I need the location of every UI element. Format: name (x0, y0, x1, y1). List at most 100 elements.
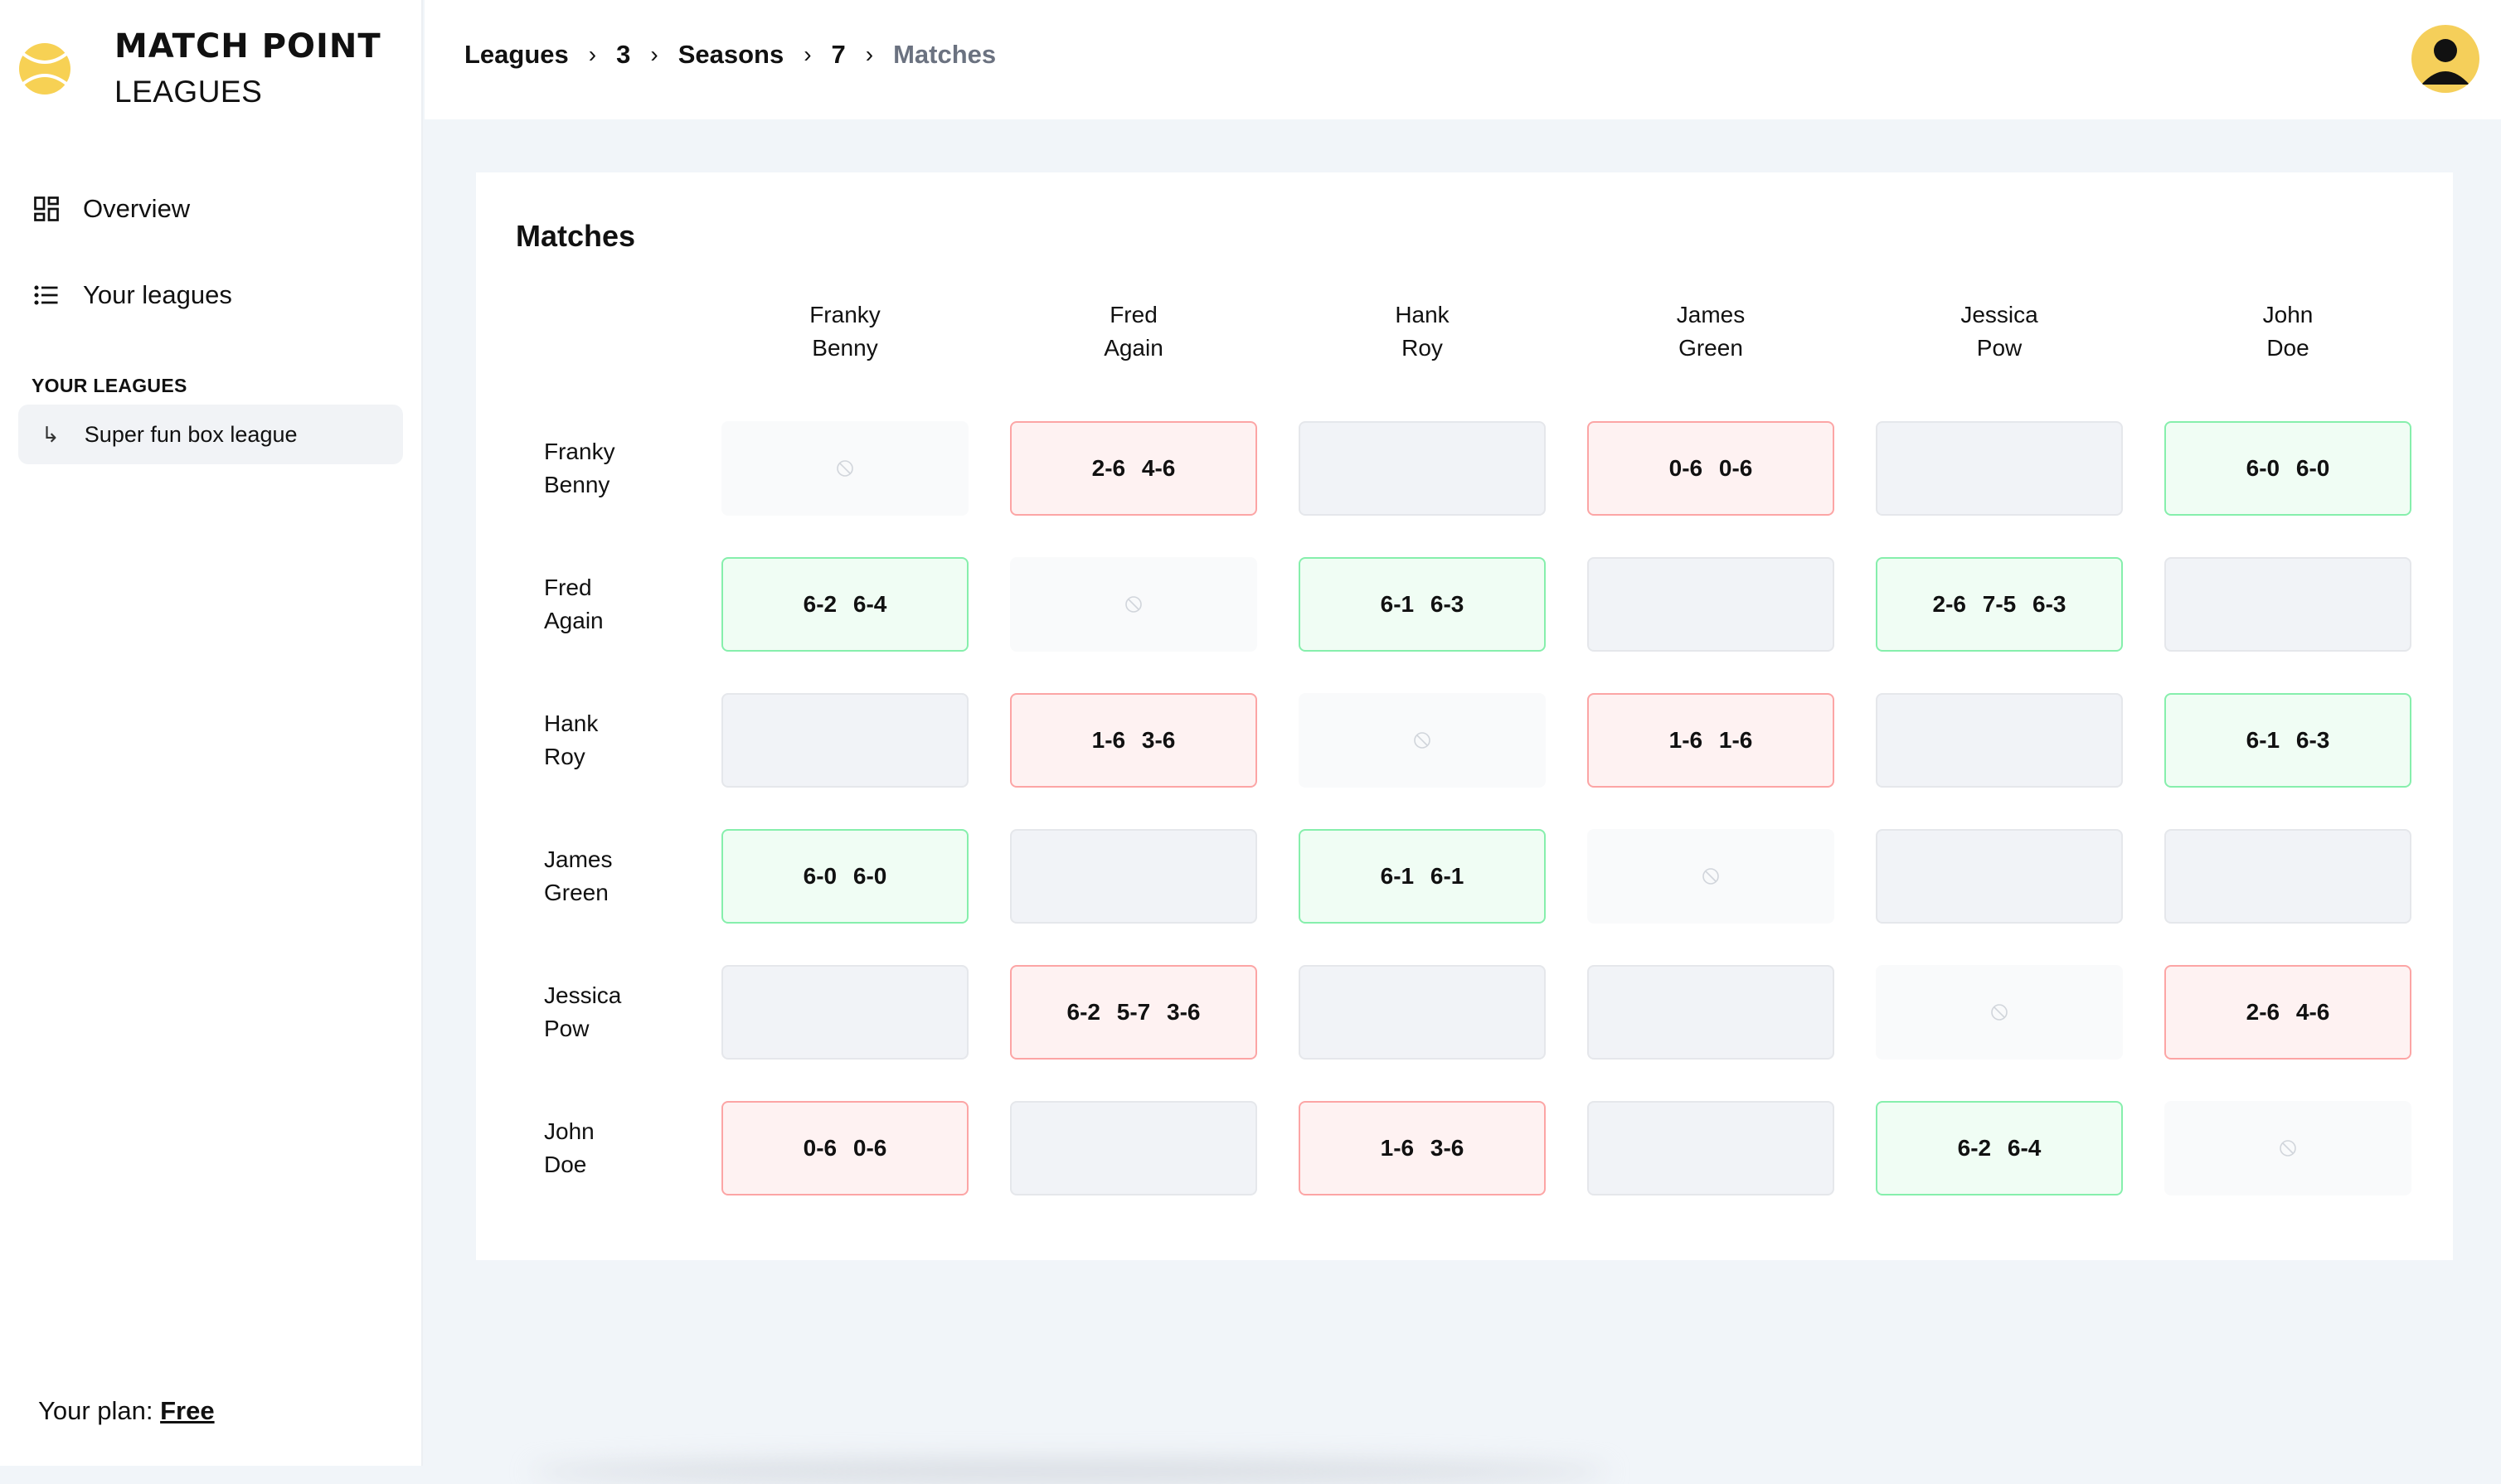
breadcrumb-leagues[interactable]: Leagues (464, 40, 569, 69)
match-cell-empty[interactable] (1010, 1101, 1257, 1195)
match-cell-loss[interactable]: 6-2 5-7 3-6 (1010, 965, 1257, 1060)
breadcrumb: Leagues › 3 › Seasons › 7 › Matches (464, 40, 996, 70)
match-cell-self (1010, 557, 1257, 652)
match-cell-win[interactable]: 6-1 6-3 (1299, 557, 1546, 652)
sidebar-item-league[interactable]: ↳ Super fun box league (18, 405, 403, 464)
plan-link[interactable]: Free (160, 1396, 215, 1425)
match-cell-loss[interactable]: 1-6 3-6 (1299, 1101, 1546, 1195)
sidebar-nav: Overview Your leagues (32, 187, 232, 360)
match-cell-empty[interactable] (1587, 1101, 1834, 1195)
brand-subtitle: LEAGUES (114, 75, 263, 109)
player-first-name: Franky (809, 302, 881, 327)
dashboard-icon (34, 196, 59, 221)
column-header-player: Jessica Pow (1876, 298, 2123, 365)
breadcrumb-league-id[interactable]: 3 (616, 40, 631, 69)
list-icon (34, 285, 58, 305)
player-last-name: Roy (544, 744, 585, 769)
plan-info: Your plan: Free (38, 1396, 215, 1426)
match-cell-loss[interactable]: 0-6 0-6 (1587, 421, 1834, 516)
match-cell-empty[interactable] (1876, 829, 2123, 924)
logo[interactable]: MATCH POINT LEAGUES (18, 30, 381, 107)
player-first-name: Franky (544, 439, 615, 464)
chevron-right-icon: › (804, 41, 812, 67)
nav-item-label: Your leagues (83, 280, 232, 309)
player-last-name: Roy (1401, 335, 1443, 361)
match-cell-loss[interactable]: 2-6 4-6 (2164, 965, 2411, 1060)
player-last-name: Benny (812, 335, 878, 361)
match-cell-empty[interactable] (1587, 557, 1834, 652)
player-first-name: Hank (544, 710, 599, 736)
player-last-name: Green (544, 880, 609, 905)
match-cell-empty[interactable] (1876, 421, 2123, 516)
match-cell-win[interactable]: 6-2 6-4 (721, 557, 969, 652)
top-header: Leagues › 3 › Seasons › 7 › Matches (425, 0, 2501, 119)
match-cell-win[interactable]: 2-6 7-5 6-3 (1876, 557, 2123, 652)
match-cell-loss[interactable]: 0-6 0-6 (721, 1101, 969, 1195)
match-cell-win[interactable]: 6-0 6-0 (721, 829, 969, 924)
nav-item-your-leagues[interactable]: Your leagues (32, 274, 232, 317)
match-cell-win[interactable]: 6-2 6-4 (1876, 1101, 2123, 1195)
match-cell-loss[interactable]: 2-6 4-6 (1010, 421, 1257, 516)
blocked-icon (2280, 1140, 2296, 1157)
player-first-name: Jessica (544, 982, 622, 1008)
bottom-shadow (531, 1459, 1609, 1484)
column-header-player: Fred Again (1010, 298, 1257, 365)
blocked-icon (1414, 732, 1430, 749)
player-last-name: Green (1678, 335, 1743, 361)
row-header-player: John Doe (544, 1115, 710, 1181)
match-cell-self (1587, 829, 1834, 924)
subdirectory-arrow-icon: ↳ (41, 421, 60, 447)
brand-title: MATCH POINT (114, 27, 381, 65)
match-cell-empty[interactable] (1299, 421, 1546, 516)
user-icon (2421, 39, 2469, 85)
player-first-name: James (544, 846, 613, 872)
player-first-name: Hank (1395, 302, 1450, 327)
chevron-right-icon: › (588, 41, 597, 67)
match-cell-self (1876, 965, 2123, 1060)
league-name: Super fun box league (84, 421, 298, 447)
match-cell-empty[interactable] (1587, 965, 1834, 1060)
match-cell-loss[interactable]: 1-6 1-6 (1587, 693, 1834, 788)
match-cell-empty[interactable] (721, 965, 969, 1060)
match-cell-empty[interactable] (1299, 965, 1546, 1060)
column-header-player: John Doe (2164, 298, 2411, 365)
match-cell-empty[interactable] (1876, 693, 2123, 788)
player-last-name: Benny (544, 472, 610, 497)
breadcrumb-season-id[interactable]: 7 (831, 40, 846, 69)
player-first-name: John (2262, 302, 2314, 327)
avatar[interactable] (2411, 25, 2479, 93)
player-first-name: Jessica (1960, 302, 2038, 327)
match-cell-empty[interactable] (2164, 557, 2411, 652)
player-first-name: James (1676, 302, 1746, 327)
player-last-name: Again (1104, 335, 1163, 361)
match-cell-empty[interactable] (2164, 829, 2411, 924)
tennis-ball-icon (19, 42, 70, 95)
breadcrumb-seasons[interactable]: Seasons (677, 40, 784, 69)
match-cell-self (2164, 1101, 2411, 1195)
player-last-name: Pow (544, 1016, 590, 1041)
plan-label: Your plan: (38, 1396, 153, 1425)
match-cell-empty[interactable] (721, 693, 969, 788)
row-header-player: Fred Again (544, 571, 710, 638)
player-last-name: Doe (544, 1152, 587, 1177)
player-first-name: Fred (1110, 302, 1158, 327)
nav-item-overview[interactable]: Overview (32, 187, 232, 230)
column-header-player: Franky Benny (721, 298, 969, 365)
column-header-player: Hank Roy (1299, 298, 1546, 365)
player-last-name: Pow (1976, 335, 2023, 361)
match-cell-loss[interactable]: 1-6 3-6 (1010, 693, 1257, 788)
row-header-player: Jessica Pow (544, 979, 710, 1045)
section-label: YOUR LEAGUES (32, 375, 187, 396)
player-last-name: Doe (2266, 335, 2309, 361)
match-cell-win[interactable]: 6-1 6-3 (2164, 693, 2411, 788)
match-cell-win[interactable]: 6-0 6-0 (2164, 421, 2411, 516)
blocked-icon (1702, 868, 1719, 885)
match-cell-self (1299, 693, 1546, 788)
row-header-player: James Green (544, 843, 710, 909)
match-cell-empty[interactable] (1010, 829, 1257, 924)
match-cell-win[interactable]: 6-1 6-1 (1299, 829, 1546, 924)
player-first-name: Fred (544, 575, 592, 600)
blocked-icon (1991, 1004, 2008, 1021)
sidebar: MATCH POINT LEAGUES Overview Your league… (0, 0, 423, 1466)
card-title: Matches (516, 219, 636, 253)
